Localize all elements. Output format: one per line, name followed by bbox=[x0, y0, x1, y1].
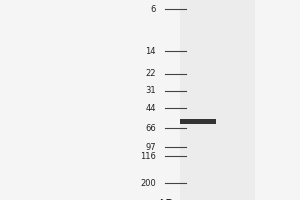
Text: 200: 200 bbox=[140, 179, 156, 188]
Bar bbox=[182, 121, 214, 123]
Bar bbox=[180, 0, 255, 200]
Text: 66: 66 bbox=[145, 124, 156, 133]
Text: 6: 6 bbox=[151, 5, 156, 14]
Text: kDa: kDa bbox=[159, 199, 180, 200]
Text: 116: 116 bbox=[140, 152, 156, 161]
Text: 14: 14 bbox=[146, 47, 156, 56]
Text: 97: 97 bbox=[146, 143, 156, 152]
Text: 44: 44 bbox=[146, 104, 156, 113]
Text: 31: 31 bbox=[146, 86, 156, 95]
Text: 22: 22 bbox=[146, 69, 156, 78]
Bar bbox=[180, 119, 216, 124]
